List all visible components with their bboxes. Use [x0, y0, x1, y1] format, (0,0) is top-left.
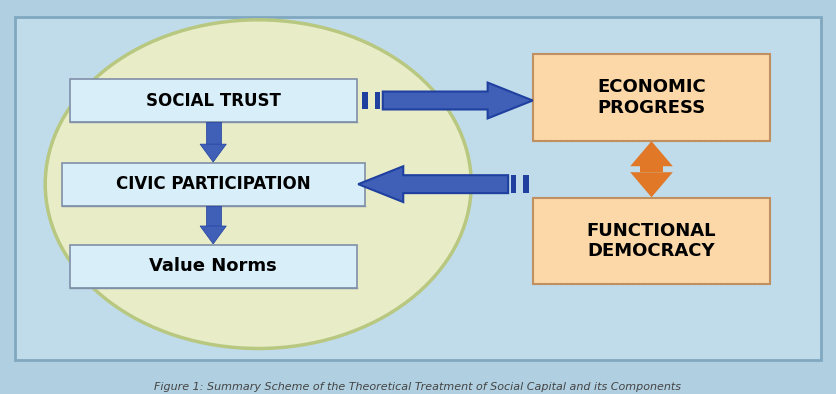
Text: Value Norms: Value Norms	[150, 257, 277, 275]
FancyBboxPatch shape	[533, 54, 770, 141]
Text: Figure 1: Summary Scheme of the Theoretical Treatment of Social Capital and its : Figure 1: Summary Scheme of the Theoreti…	[155, 382, 681, 392]
FancyBboxPatch shape	[511, 175, 517, 193]
FancyBboxPatch shape	[69, 79, 356, 122]
FancyBboxPatch shape	[206, 206, 221, 226]
FancyBboxPatch shape	[69, 245, 356, 288]
Polygon shape	[383, 83, 533, 119]
FancyBboxPatch shape	[522, 175, 528, 193]
Text: FUNCTIONAL
DEMOCRACY: FUNCTIONAL DEMOCRACY	[587, 221, 716, 260]
Text: SOCIAL TRUST: SOCIAL TRUST	[145, 91, 281, 110]
Text: CIVIC PARTICIPATION: CIVIC PARTICIPATION	[116, 175, 310, 193]
FancyBboxPatch shape	[375, 91, 380, 110]
FancyBboxPatch shape	[206, 122, 221, 144]
FancyBboxPatch shape	[533, 198, 770, 284]
FancyBboxPatch shape	[640, 166, 663, 172]
Polygon shape	[200, 226, 227, 244]
Ellipse shape	[45, 20, 472, 348]
FancyBboxPatch shape	[15, 17, 821, 361]
Polygon shape	[358, 166, 508, 202]
FancyBboxPatch shape	[362, 91, 368, 110]
Text: ECONOMIC
PROGRESS: ECONOMIC PROGRESS	[597, 78, 706, 117]
Polygon shape	[200, 144, 227, 162]
Polygon shape	[630, 172, 673, 197]
FancyBboxPatch shape	[62, 163, 364, 206]
Polygon shape	[630, 141, 673, 166]
